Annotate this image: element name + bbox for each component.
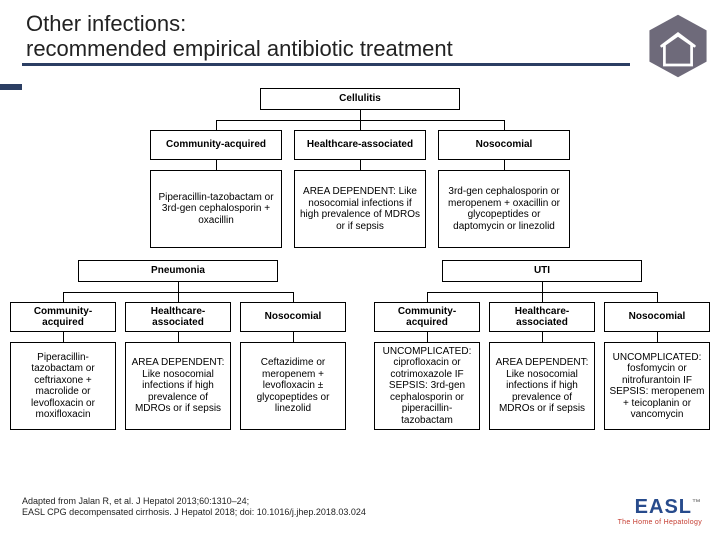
- cell-col1-b: AREA DEPENDENT: Like nosocomial infectio…: [294, 170, 426, 248]
- cell-col0-b: Piperacillin-tazobactam or 3rd-gen cepha…: [150, 170, 282, 248]
- citation: Adapted from Jalan R, et al. J Hepatol 2…: [22, 496, 366, 519]
- uti-col2-h: Nosocomial: [604, 302, 710, 332]
- pneumonia-header: Pneumonia: [78, 260, 278, 282]
- easl-logo: EASL™ The Home of Hepatology: [618, 496, 702, 526]
- pneu-col1-b: AREA DEPENDENT: Like nosocomial infectio…: [125, 342, 231, 430]
- uti-col1-b: AREA DEPENDENT: Like nosocomial infectio…: [489, 342, 595, 430]
- pneu-col1-h: Healthcare-associated: [125, 302, 231, 332]
- uti-col2-b: UNCOMPLICATED: fosfomycin or nitrofurant…: [604, 342, 710, 430]
- uti-header: UTI: [442, 260, 642, 282]
- corner-hex-icon: [644, 12, 712, 80]
- logo-main: EASL: [635, 496, 692, 518]
- pneu-col0-h: Community-acquired: [10, 302, 116, 332]
- slide-title: Other infections: recommended empirical …: [26, 12, 630, 61]
- uti-col0-b: UNCOMPLICATED: ciprofloxacin or cotrimox…: [374, 342, 480, 430]
- title-box: Other infections: recommended empirical …: [22, 8, 630, 66]
- cell-col0-h: Community-acquired: [150, 130, 282, 160]
- cell-col2-b: 3rd-gen cephalosporin or meropenem + oxa…: [438, 170, 570, 248]
- title-ribbon: [0, 84, 22, 90]
- logo-sub: The Home of Hepatology: [618, 519, 702, 526]
- pneu-col2-b: Ceftazidime or meropenem + levofloxacin …: [240, 342, 346, 430]
- uti-col1-h: Healthcare-associated: [489, 302, 595, 332]
- logo-tm: ™: [692, 497, 702, 507]
- pneu-col2-h: Nosocomial: [240, 302, 346, 332]
- cell-col1-h: Healthcare-associated: [294, 130, 426, 160]
- uti-col0-h: Community-acquired: [374, 302, 480, 332]
- pneu-col0-b: Piperacillin-tazobactam or ceftriaxone +…: [10, 342, 116, 430]
- cell-col2-h: Nosocomial: [438, 130, 570, 160]
- cellulitis-header: Cellulitis: [260, 88, 460, 110]
